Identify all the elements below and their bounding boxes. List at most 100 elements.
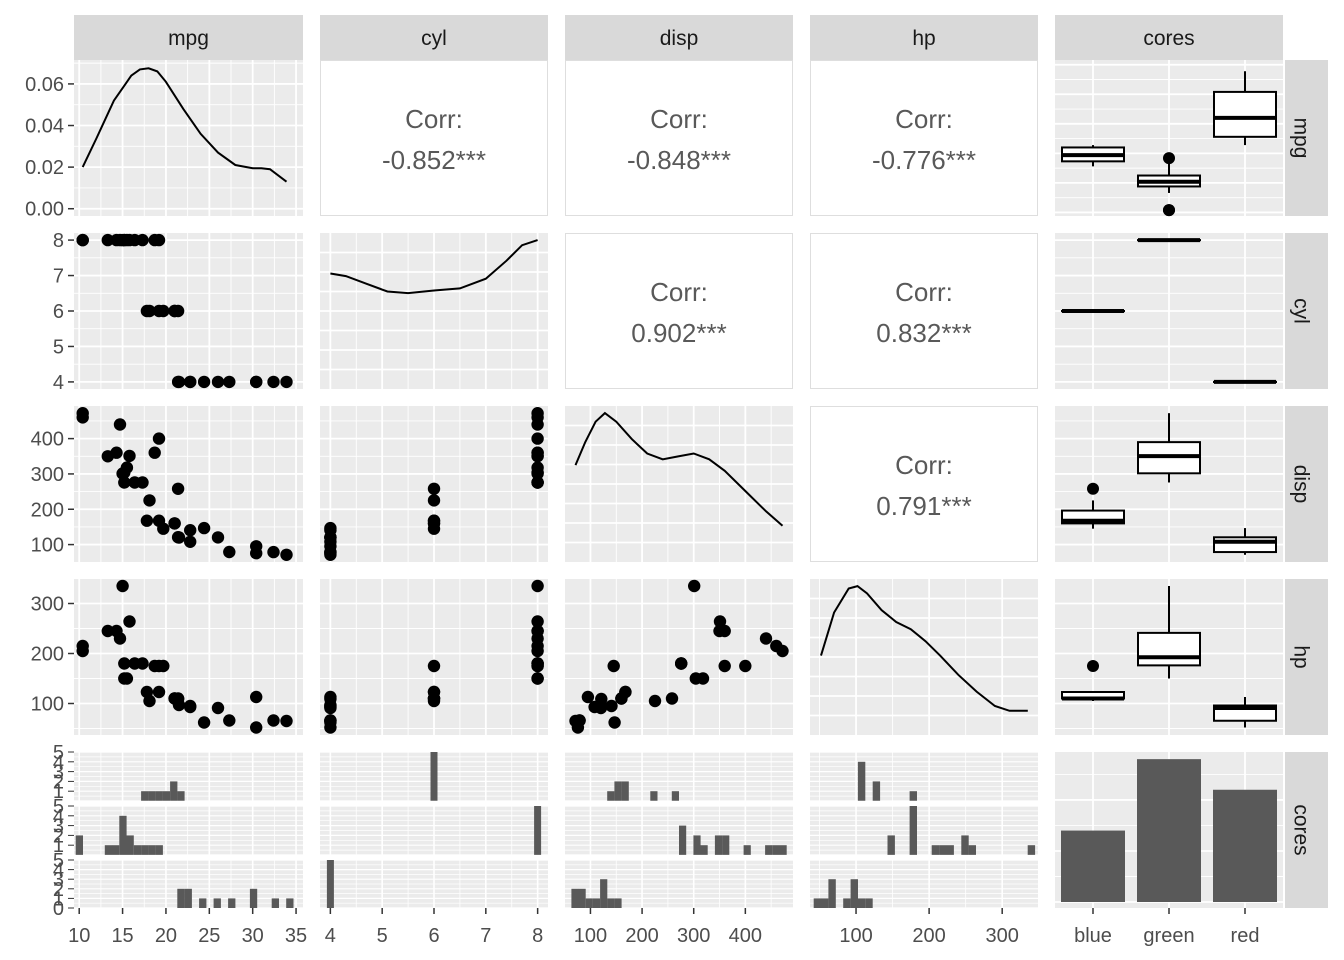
histogram-bar [909, 806, 917, 855]
scatter-point [267, 714, 280, 727]
corr-label: Corr: [405, 104, 463, 134]
x-tick-label: 400 [729, 925, 762, 947]
scatter-point [123, 449, 136, 463]
scatter-point [531, 672, 544, 685]
scatter-point [427, 482, 441, 495]
histogram-bar [578, 888, 586, 908]
panel-disp-cores [1055, 406, 1283, 562]
bar-green [1137, 759, 1201, 902]
histogram-bar [148, 791, 156, 801]
histogram-bar [679, 825, 687, 855]
panel-disp-disp [565, 406, 793, 562]
x-tick-label: 15 [111, 925, 133, 947]
histogram-bar [968, 845, 976, 855]
x-tick-label: 10 [68, 925, 90, 947]
x-tick-label: 100 [574, 925, 607, 947]
histogram-bar [75, 835, 83, 855]
scatter-point [171, 531, 185, 544]
scatter-point [250, 540, 263, 553]
histogram-bar [326, 860, 334, 908]
scatter-point [713, 624, 726, 638]
x-tick-label: 6 [428, 925, 439, 947]
panel-mpg-mpg [74, 60, 303, 216]
x-tick-label: 7 [480, 925, 491, 947]
boxplot-outlier [1087, 660, 1099, 672]
scatter-point [223, 375, 236, 389]
panel-hp-cores [1055, 579, 1283, 735]
strip-right-label: mpg [1289, 118, 1312, 159]
x-tick-label: blue [1074, 925, 1112, 947]
y-tick-label: 200 [31, 644, 64, 666]
y-tick-label: 100 [31, 694, 64, 716]
x-tick-label: 100 [839, 925, 872, 947]
histogram-bar [872, 781, 881, 801]
scatter-point [76, 639, 89, 653]
panel-disp-cyl [320, 406, 548, 562]
scatter-point [171, 304, 185, 318]
histogram-bar [946, 845, 954, 855]
histogram-bar [600, 879, 608, 908]
panel-mpg-cores [1055, 60, 1283, 217]
histogram-bar [828, 879, 836, 908]
scatter-point [675, 657, 688, 670]
y-tick-label: 1 [53, 835, 64, 857]
histogram-bar [249, 888, 258, 908]
histogram-bar [141, 845, 149, 855]
panel-hp-hp [810, 579, 1038, 735]
x-tick-label: 25 [198, 925, 220, 947]
y-tick-label: 3 [53, 816, 64, 838]
strip-top-hp [810, 15, 1038, 60]
y-tick-label: 300 [31, 464, 64, 486]
y-tick-label: 1 [53, 888, 64, 910]
scatter-point [76, 411, 89, 424]
boxplot-mpg-red [1213, 71, 1277, 146]
scatter-point [531, 467, 544, 480]
scatter-point [531, 579, 544, 593]
scatter-point [594, 701, 608, 715]
scatter-point [101, 233, 115, 247]
boxplot-outlier [1163, 204, 1175, 217]
scatter-point [531, 432, 544, 445]
scatter-point [688, 579, 701, 593]
histogram-bar [865, 898, 873, 908]
boxplot-outlier [1163, 152, 1175, 165]
y-tick-label: 2 [53, 771, 64, 793]
strip-top-cyl [320, 15, 548, 60]
panel-cyl-mpg [74, 233, 303, 389]
y-tick-label: 0.06 [25, 74, 64, 96]
scatter-point [171, 375, 185, 389]
scatter-point [136, 476, 149, 489]
scatter-point [140, 514, 154, 527]
boxplot-disp-red [1213, 528, 1277, 555]
scatter-point [665, 692, 679, 705]
y-tick-label: 400 [31, 429, 64, 451]
x-tick-label: 200 [912, 925, 945, 947]
y-tick-label: 3 [53, 869, 64, 891]
boxplot-mpg-green [1137, 152, 1201, 217]
histogram-bar [162, 791, 171, 801]
scatter-point [211, 701, 225, 715]
scatter-point [116, 467, 129, 480]
strip-right-label: hp [1289, 645, 1312, 668]
strip-right-label: cores [1289, 804, 1312, 855]
histogram-bar [765, 845, 773, 855]
panel-disp-mpg [74, 406, 303, 562]
histogram-bar [585, 898, 593, 908]
histogram-bar [177, 888, 185, 908]
scatter-point [152, 432, 166, 445]
scatter-point [531, 615, 544, 628]
strip-top-label: cores [1143, 27, 1194, 50]
corr-label: Corr: [895, 104, 953, 134]
scatter-point [280, 714, 293, 728]
panel-border [810, 233, 1038, 389]
scatter-point [157, 659, 170, 673]
corr-label: Corr: [895, 450, 953, 480]
boxplot-mpg-blue [1061, 145, 1125, 167]
y-tick-label: 0.04 [25, 116, 64, 138]
panel-cores-cores [1055, 752, 1283, 908]
scatter-point [118, 672, 131, 685]
x-tick-label: 300 [677, 925, 710, 947]
panel-border [565, 60, 793, 216]
boxplot-disp-green [1137, 413, 1201, 483]
scatter-point [184, 535, 197, 548]
